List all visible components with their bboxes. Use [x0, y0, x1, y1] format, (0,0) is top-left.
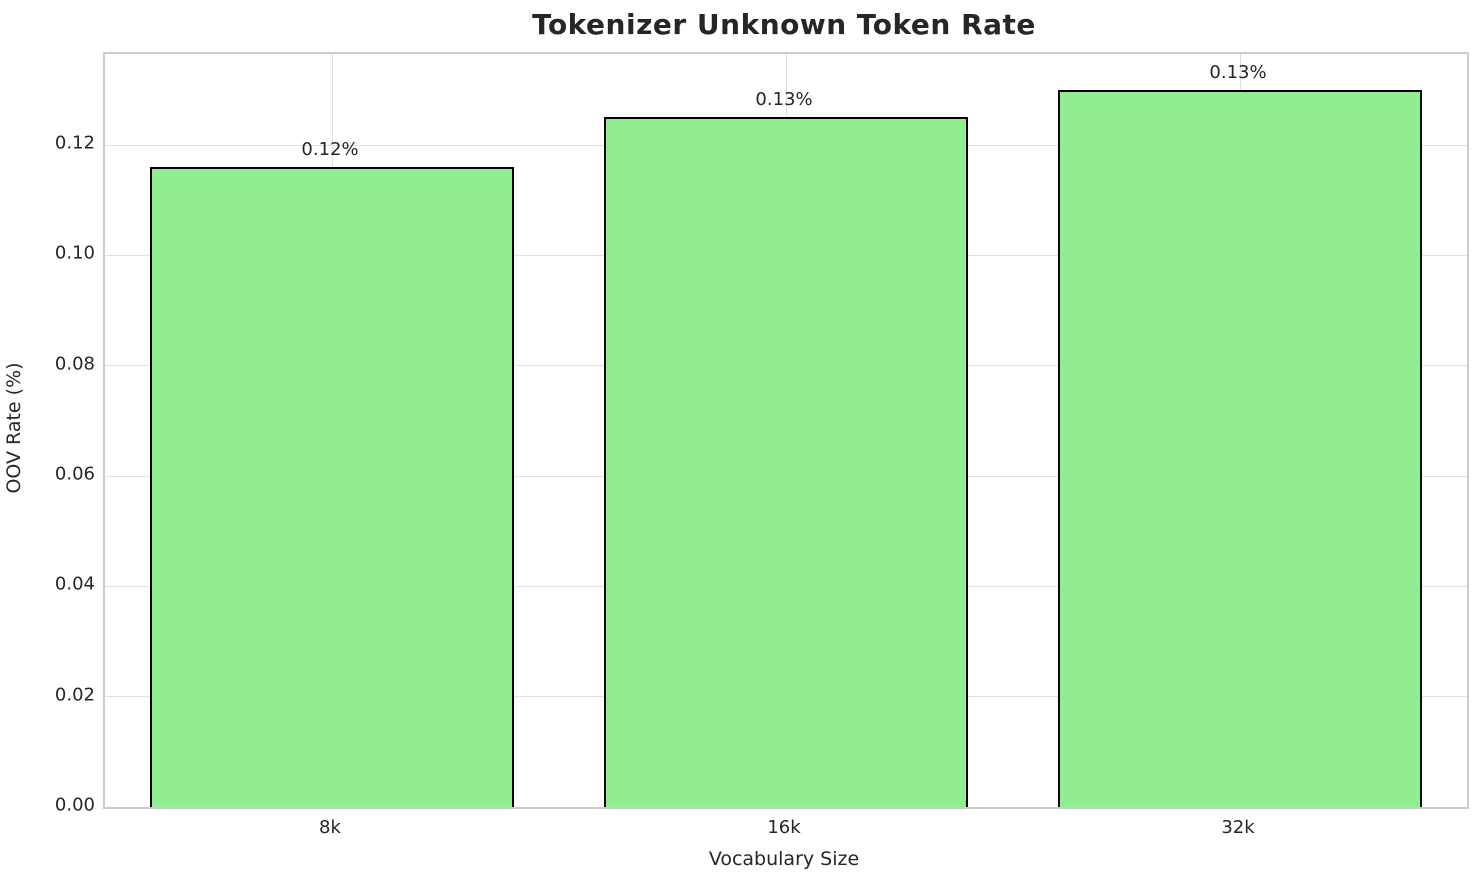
y-tick-label: 0.06 [54, 463, 95, 485]
x-tick-label: 32k [1221, 817, 1255, 838]
chart-title: Tokenizer Unknown Token Rate [532, 8, 1036, 41]
bar-value-label: 0.13% [755, 89, 813, 111]
x-axis-label: Vocabulary Size [708, 848, 860, 870]
y-tick-label: 0.10 [54, 242, 95, 264]
y-axis-label: OOV Rate (%) [3, 362, 25, 494]
bar-value-label: 0.12% [301, 139, 359, 161]
y-tick-label: 0.02 [54, 684, 95, 706]
x-tick-label: 16k [767, 817, 801, 838]
bar-8k [150, 167, 514, 807]
y-tick-label: 0.12 [54, 132, 95, 154]
bar-value-label: 0.13% [1209, 61, 1267, 83]
plot-area [103, 52, 1469, 809]
y-tick-label: 0.00 [54, 794, 95, 816]
y-tick-label: 0.04 [54, 573, 95, 595]
bar-32k [1058, 89, 1422, 807]
y-tick-label: 0.08 [54, 353, 95, 375]
x-tick-label: 8k [319, 817, 341, 838]
bar-16k [604, 117, 968, 807]
